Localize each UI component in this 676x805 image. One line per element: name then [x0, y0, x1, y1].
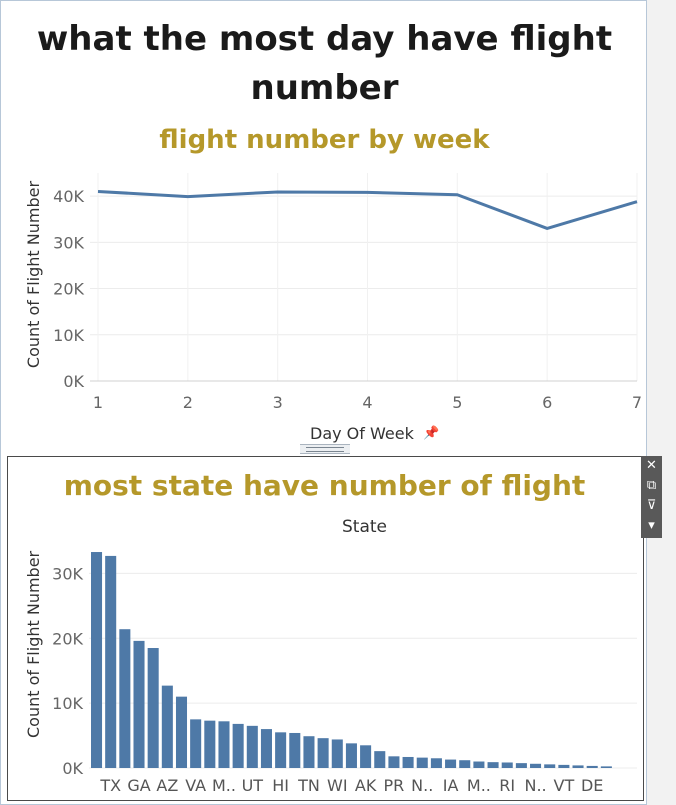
- bar: [445, 759, 457, 768]
- dashboard-title-line2: number: [250, 68, 399, 108]
- bar: [572, 765, 584, 768]
- bar: [175, 696, 188, 768]
- bar-x-tick-label: AZ: [156, 776, 178, 795]
- bar: [473, 761, 485, 768]
- bar-y-tick-label: 20K: [52, 629, 83, 648]
- bar-y-tick-label: 0K: [62, 759, 83, 778]
- bar-chart[interactable]: 0K 10K 20K 30K TX GA AZ VA M.. UT HI TN WI AK PR N.. IA M…: [1, 531, 648, 801]
- line-chart[interactable]: 0K 10K 20K 30K 40K 1 2 3 4 5 6 7: [1, 161, 648, 421]
- bar: [416, 757, 428, 768]
- bar-x-tick-label: VA: [185, 776, 206, 795]
- bar: [600, 766, 612, 768]
- bar: [317, 738, 329, 768]
- bar: [459, 760, 471, 768]
- line-x-tick-label: 4: [362, 393, 372, 412]
- bar: [105, 555, 117, 768]
- bar-x-tick-label: HI: [272, 776, 289, 795]
- panel-resize-handle[interactable]: [300, 444, 350, 454]
- right-gutter: [647, 0, 676, 805]
- bar: [218, 721, 230, 768]
- bar: [119, 629, 131, 768]
- bar-x-tick-label: RI: [499, 776, 515, 795]
- bar: [289, 732, 301, 768]
- bar: [360, 745, 372, 768]
- bar-x-tick-label: IA: [443, 776, 459, 795]
- dashboard: what the most day have flight number fli…: [0, 0, 647, 805]
- bar: [544, 764, 556, 768]
- bar-column-header: State: [342, 517, 387, 537]
- line-y-tick-label: 0K: [63, 372, 84, 391]
- line-x-tick-label: 1: [93, 393, 103, 412]
- bar: [303, 736, 315, 768]
- pin-icon[interactable]: 📌: [423, 426, 440, 441]
- line-x-tick-label: 2: [183, 393, 193, 412]
- bar-x-tick-label: M..: [467, 776, 491, 795]
- line-x-tick-label: 7: [632, 393, 642, 412]
- bar: [331, 739, 343, 768]
- bar-x-tick-label: N..: [524, 776, 546, 795]
- bar: [530, 763, 542, 768]
- line-x-axis-label[interactable]: Day Of Week: [310, 424, 414, 443]
- bar: [402, 756, 414, 768]
- bar: [161, 685, 173, 768]
- bar: [133, 640, 145, 768]
- bar: [388, 756, 400, 768]
- bar: [430, 758, 442, 768]
- bar: [190, 719, 202, 768]
- bar: [246, 725, 258, 768]
- bar-x-tick-label: VT: [554, 776, 575, 795]
- bar: [260, 729, 272, 768]
- bar: [586, 765, 598, 768]
- line-series: [97, 189, 638, 230]
- popout-icon[interactable]: ⧉: [646, 478, 657, 493]
- bar: [91, 552, 103, 768]
- bar: [345, 743, 357, 768]
- bar: [515, 763, 527, 768]
- bar-x-tick-label: AK: [355, 776, 377, 795]
- bar: [487, 762, 499, 768]
- bar-x-tick-label: DE: [581, 776, 603, 795]
- bar-x-tick-label: GA: [127, 776, 150, 795]
- more-options-icon[interactable]: ▾: [648, 518, 655, 533]
- bar: [204, 720, 216, 768]
- line-y-tick-label: 40K: [53, 187, 84, 206]
- bar: [147, 648, 159, 768]
- bar-chart-title: most state have number of flight: [63, 469, 586, 502]
- bar-x-tick-label: M..: [212, 776, 236, 795]
- filter-icon[interactable]: ⊽: [646, 498, 657, 513]
- bar-y-tick-label: 30K: [52, 564, 83, 583]
- line-x-tick-label: 3: [273, 393, 283, 412]
- bar: [232, 723, 244, 768]
- sheet-toolbar: ✕ ⧉ ⊽ ▾: [641, 456, 662, 538]
- bar-x-tick-label: TN: [297, 776, 320, 795]
- line-chart-title: flight number by week: [159, 125, 490, 155]
- bar-x-tick-label: TX: [99, 776, 121, 795]
- bar: [374, 751, 386, 768]
- bar-chart-panel[interactable]: [7, 456, 644, 801]
- bar-x-tick-label: N..: [411, 776, 433, 795]
- bar-x-tick-label: UT: [242, 776, 264, 795]
- line-y-tick-label: 30K: [53, 233, 84, 252]
- line-y-tick-label: 10K: [53, 326, 84, 345]
- bar-x-tick-label: PR: [384, 776, 405, 795]
- line-x-tick-label: 5: [452, 393, 462, 412]
- bar: [275, 732, 287, 768]
- close-icon[interactable]: ✕: [646, 458, 657, 473]
- dashboard-title: what the most day have flight: [36, 19, 613, 59]
- bar: [558, 764, 570, 768]
- bar-y-tick-label: 10K: [52, 694, 83, 713]
- line-y-tick-label: 20K: [53, 280, 84, 299]
- bar-x-tick-label: WI: [327, 776, 348, 795]
- line-x-tick-label: 6: [542, 393, 552, 412]
- bar: [501, 762, 513, 768]
